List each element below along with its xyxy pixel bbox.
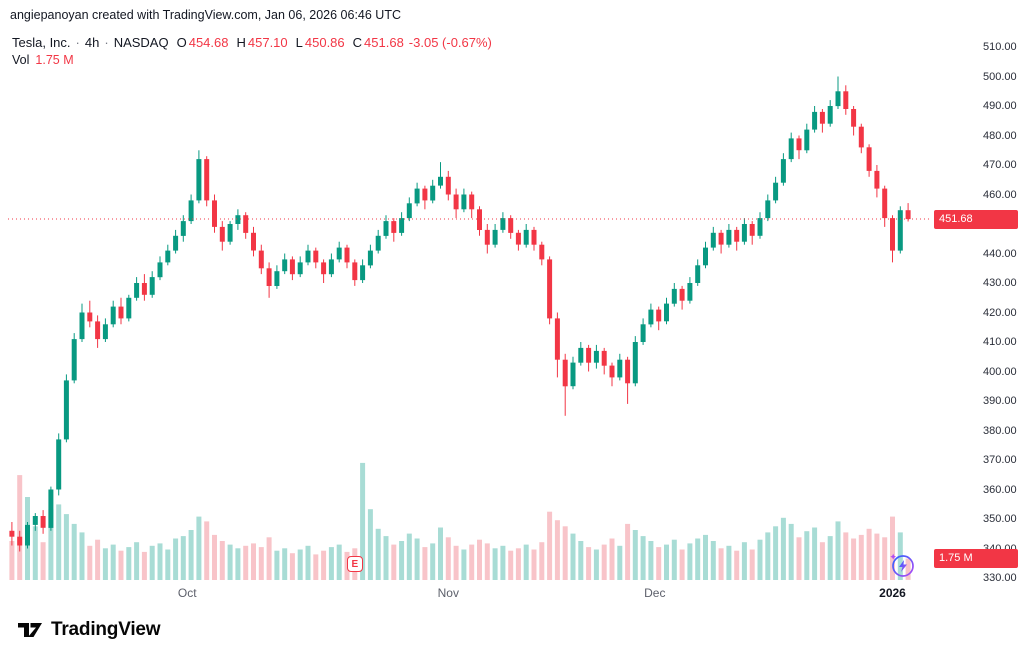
ohlc-open: O 454.68	[177, 35, 229, 50]
time-axis-label[interactable]: Oct	[177, 586, 197, 600]
exchange-label[interactable]: NASDAQ	[113, 35, 169, 50]
high-letter: H	[236, 35, 246, 50]
lightning-bolt-icon	[899, 560, 907, 572]
price-tick: 390.00	[983, 395, 1017, 407]
earnings-badge[interactable]: E	[346, 556, 363, 572]
ohlc-high: H 457.10	[236, 35, 287, 50]
price-tick: 420.00	[983, 306, 1017, 319]
price-tick: 430.00	[983, 277, 1017, 289]
price-tick: 410.00	[983, 336, 1017, 348]
last-volume-tag: 1.75 M	[934, 549, 1018, 569]
volume-value: 1.75 M	[35, 53, 74, 67]
volume-label: Vol	[12, 53, 30, 67]
time-axis-label[interactable]: Dec	[644, 586, 666, 600]
price-tick: 350.00	[983, 513, 1017, 525]
price-tick: 460.00	[983, 188, 1017, 201]
low-letter: L	[295, 35, 303, 50]
close-value: 451.68	[364, 35, 404, 50]
price-tick: 510.00	[983, 41, 1017, 53]
separator-dot: ·	[104, 35, 109, 50]
time-axis-label[interactable]: Nov	[437, 586, 459, 600]
price-axis[interactable]: 510.00500.00490.00480.00470.00460.00450.…	[932, 0, 1024, 584]
price-tick: 400.00	[983, 365, 1017, 378]
time-axis[interactable]: Oct Nov Dec 2026	[0, 582, 932, 608]
volume-legend: Vol 1.75 M	[12, 53, 74, 67]
price-tick: 440.00	[983, 247, 1017, 260]
interval-label[interactable]: 4h	[84, 35, 100, 50]
open-letter: O	[176, 35, 187, 50]
sparkle-icon	[890, 553, 897, 560]
close-letter: C	[352, 35, 363, 50]
price-tick: 500.00	[983, 70, 1017, 83]
low-value: 450.86	[304, 35, 345, 50]
tradingview-wordmark: TradingView	[51, 619, 161, 640]
last-price-tag: 451.68	[934, 209, 1018, 229]
price-tick: 360.00	[983, 483, 1017, 496]
attribution-text: angiepanoyan created with TradingView.co…	[10, 8, 401, 22]
candles-layer	[9, 76, 911, 552]
symbol-name[interactable]: Tesla, Inc.	[12, 35, 71, 50]
chart-legend: Tesla, Inc. · 4h · NASDAQ O 454.68 H 457…	[12, 35, 492, 50]
time-axis-label[interactable]: 2026	[879, 586, 906, 600]
price-tick: 490.00	[983, 100, 1017, 112]
ohlc-close: C 451.68	[353, 35, 404, 50]
price-tick: 330.00	[983, 572, 1017, 584]
change-value: -3.05 (-0.67%)	[408, 35, 492, 50]
lightning-badge-icon[interactable]	[889, 552, 915, 583]
price-tick: 470.00	[983, 159, 1017, 171]
ohlc-low: L 450.86	[296, 35, 345, 50]
price-tick: 370.00	[983, 454, 1017, 466]
high-value: 457.10	[247, 35, 288, 50]
volume-layer	[9, 462, 911, 580]
price-tick: 380.00	[983, 424, 1017, 437]
price-tick: 480.00	[983, 129, 1017, 142]
open-value: 454.68	[188, 35, 229, 50]
tradingview-logomark-icon	[18, 623, 42, 637]
separator-dot: ·	[75, 35, 80, 50]
tradingview-logo[interactable]: TradingView	[16, 616, 161, 644]
circle-outline	[892, 555, 914, 577]
